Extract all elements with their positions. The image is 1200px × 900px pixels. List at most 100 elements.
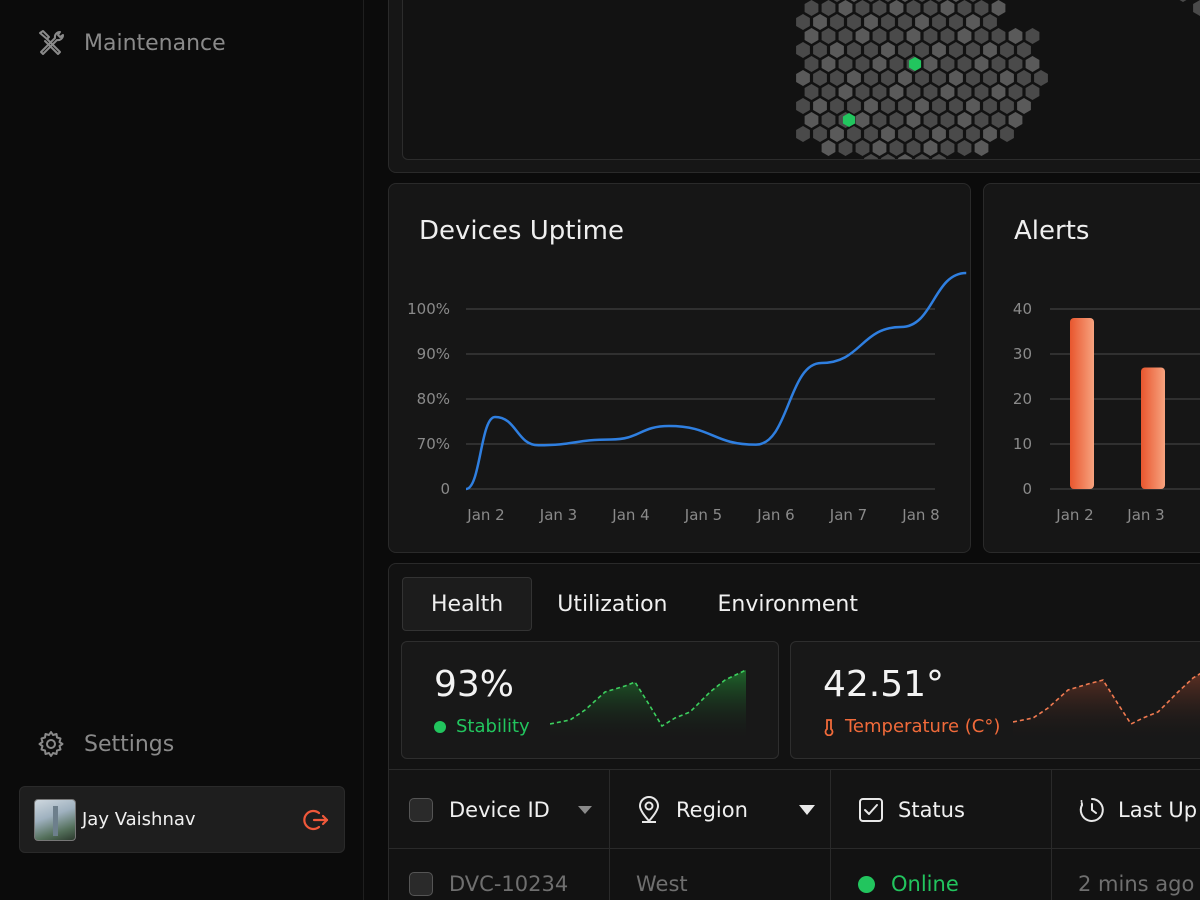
map-hex	[830, 14, 844, 30]
map-hex	[991, 28, 1006, 44]
alert-bar	[1070, 318, 1094, 489]
map-hex	[983, 42, 997, 58]
map-hex	[884, 0, 892, 2]
map-hex	[847, 126, 861, 142]
alerts-card: Alerts 40 30 20 10 0 Jan 2 Jan 3	[983, 183, 1200, 553]
map-hex	[1034, 70, 1048, 86]
sidebar-item-label: Maintenance	[84, 30, 226, 56]
uptime-series-line	[465, 271, 967, 491]
wrench-screwdriver-icon	[39, 30, 64, 55]
tab-health[interactable]: Health	[402, 577, 533, 631]
map-hex	[974, 28, 989, 44]
table-row[interactable]: DVC-10234 West Online 2 mins ago	[389, 849, 1200, 900]
map-hex	[1025, 56, 1040, 72]
map-hex	[915, 14, 929, 30]
device-map[interactable]	[402, 0, 1200, 160]
map-hex	[838, 140, 853, 156]
column-region[interactable]: Region	[610, 770, 831, 850]
map-hex	[940, 140, 955, 156]
map-hex	[864, 126, 878, 142]
sidebar-item-maintenance[interactable]: Maintenance	[36, 28, 226, 58]
map-hex	[949, 70, 963, 86]
caret-down-icon[interactable]	[798, 804, 816, 816]
sidebar-item-label: Settings	[84, 731, 175, 757]
sidebar-item-settings[interactable]: Settings	[36, 729, 174, 759]
map-hex	[906, 112, 921, 128]
x-tick-label: Jan 7	[829, 506, 867, 524]
y-tick-label: 90%	[417, 345, 450, 363]
map-hex	[915, 70, 929, 86]
column-last-update[interactable]: Last Up	[1052, 770, 1200, 850]
map-hex	[855, 28, 870, 44]
map-hex	[915, 98, 929, 114]
row-checkbox[interactable]	[409, 872, 433, 896]
temperature-value: 42.51°	[823, 664, 945, 705]
map-hex	[830, 42, 844, 58]
map-hex	[949, 98, 963, 114]
map-hex	[1000, 70, 1014, 86]
temperature-label: Temperature (C°)	[845, 716, 1001, 737]
tab-utilization[interactable]: Utilization	[557, 591, 668, 617]
map-hex	[804, 112, 819, 128]
clock-history-icon	[1079, 798, 1104, 822]
y-tick-label: 20	[1013, 390, 1032, 408]
map-hex	[940, 0, 955, 16]
caret-down-icon[interactable]	[576, 804, 594, 816]
map-hex	[898, 14, 912, 30]
map-hex	[898, 98, 912, 114]
map-hex	[906, 28, 921, 44]
map-hex	[889, 0, 904, 16]
map-hex	[855, 56, 870, 72]
x-tick-label: Jan 6	[756, 506, 794, 524]
map-hex	[957, 0, 972, 16]
map-hex	[889, 112, 904, 128]
map-hex	[923, 140, 938, 156]
temperature-metric[interactable]: 42.51° Temperature (C°)	[790, 641, 1200, 759]
hex-map	[796, 0, 1200, 159]
stability-label-row: Stability	[434, 716, 530, 737]
column-status[interactable]: Status	[831, 770, 1052, 850]
column-device-id[interactable]: Device ID	[389, 770, 610, 850]
x-tick-label: Jan 4	[611, 506, 649, 524]
map-hex	[1025, 28, 1040, 44]
map-hex	[855, 84, 870, 100]
map-hex	[889, 28, 904, 44]
map-hex	[991, 112, 1006, 128]
map-hex	[872, 56, 887, 72]
map-hex	[923, 84, 938, 100]
map-hex	[821, 28, 836, 44]
stability-metric[interactable]: 93% Stability	[401, 641, 779, 759]
logout-icon[interactable]	[302, 806, 330, 834]
map-hex	[957, 140, 972, 156]
map-hex	[833, 0, 841, 2]
alerts-title: Alerts	[1014, 216, 1090, 246]
map-hex	[847, 14, 861, 30]
tab-environment[interactable]: Environment	[717, 591, 858, 617]
map-hex	[821, 84, 836, 100]
map-hex	[940, 56, 955, 72]
map-hex	[1017, 42, 1031, 58]
map-hex	[821, 112, 836, 128]
checkbox-checked-icon	[859, 798, 883, 822]
map-hex	[957, 84, 972, 100]
map-hex	[864, 42, 878, 58]
map-hex	[804, 84, 819, 100]
y-tick-label: 80%	[417, 390, 450, 408]
map-hex	[1017, 70, 1031, 86]
status-text: Online	[891, 872, 959, 896]
uptime-title: Devices Uptime	[419, 216, 625, 246]
map-hex	[901, 0, 909, 2]
map-hex	[821, 56, 836, 72]
map-hex	[872, 112, 887, 128]
select-all-checkbox[interactable]	[409, 798, 433, 822]
main-content: Devices Uptime 100% 90% 80% 70% 0 Jan 2 Jan 3 J…	[364, 0, 1200, 900]
map-hex	[1025, 84, 1040, 100]
map-hex	[1008, 28, 1023, 44]
x-tick-label: Jan 8	[901, 506, 939, 524]
y-tick-label: 70%	[417, 435, 450, 453]
map-hex	[932, 126, 946, 142]
user-card[interactable]: Jay Vaishnav	[19, 786, 345, 853]
map-hex	[830, 126, 844, 142]
column-label: Status	[898, 798, 965, 822]
map-hex	[898, 42, 912, 58]
